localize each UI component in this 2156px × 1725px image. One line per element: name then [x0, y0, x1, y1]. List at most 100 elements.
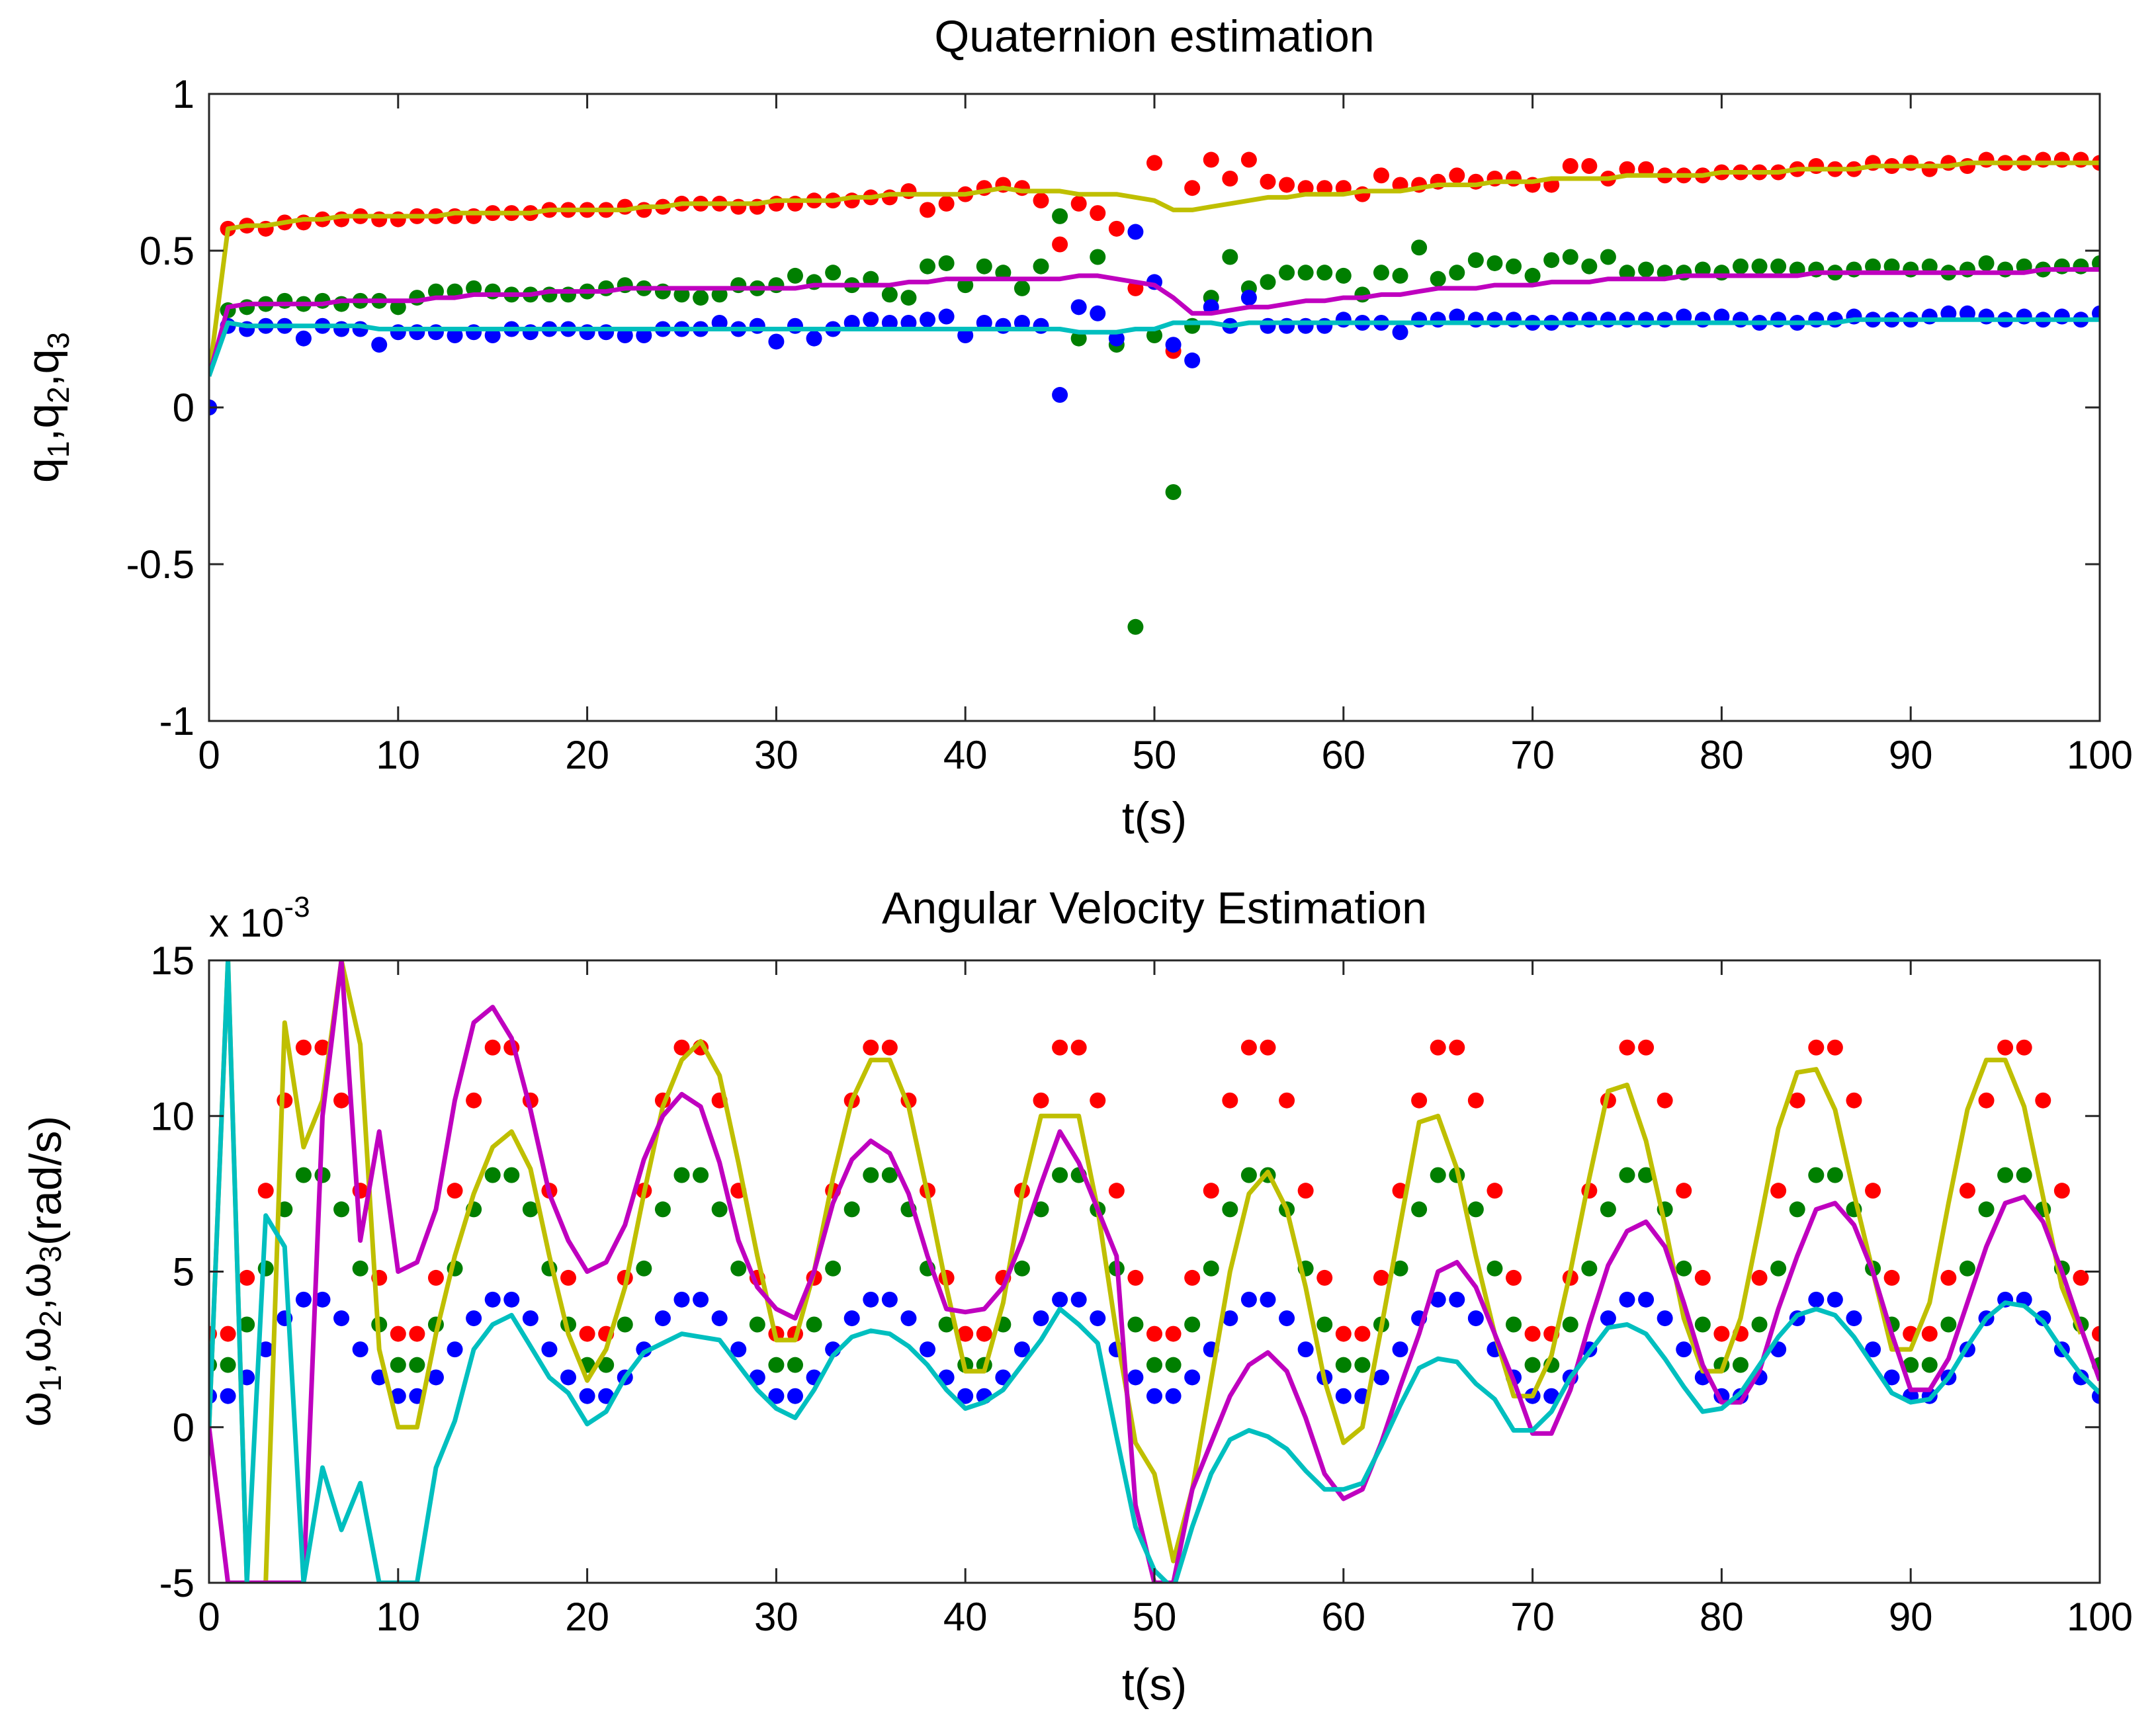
data-point: [1411, 1092, 1428, 1109]
y-tick-label: 5: [173, 1250, 194, 1294]
data-point: [1127, 1369, 1144, 1386]
data-point: [484, 1039, 501, 1056]
data-point: [654, 283, 671, 300]
data-point: [1997, 261, 2014, 278]
data-point: [1524, 1357, 1541, 1373]
data-point: [1316, 1316, 1333, 1333]
data-point: [1127, 618, 1144, 635]
data-point: [787, 195, 803, 212]
data-point: [1430, 271, 1446, 287]
angular-velocity-x-ticks: 0 10 20 30 40 50 60 70 80 90 100: [198, 960, 2133, 1639]
data-point: [466, 324, 482, 341]
data-point: [636, 1341, 652, 1358]
data-point: [560, 1269, 577, 1286]
data-point: [1033, 258, 1049, 274]
data-point: [1865, 1341, 1881, 1358]
data-point: [1070, 195, 1087, 212]
data-point: [1600, 1310, 1616, 1327]
data-point: [1827, 1167, 1843, 1183]
data-point: [1222, 1201, 1238, 1218]
data-point: [673, 1291, 690, 1308]
data-point: [1373, 1369, 1389, 1386]
data-point: [579, 1325, 595, 1342]
data-point: [1052, 1167, 1068, 1183]
y-tick-label: 0: [173, 386, 194, 430]
data-point: [1694, 312, 1711, 328]
data-point: [1260, 274, 1276, 290]
data-point: [1921, 308, 1938, 325]
data-point: [1581, 1260, 1598, 1277]
data-point: [1506, 258, 1522, 274]
data-point: [654, 1310, 671, 1327]
data-point: [2035, 151, 2051, 168]
data-point: [1279, 177, 1295, 193]
angular-velocity-x-label: t(s): [1122, 1660, 1187, 1710]
data-point: [1713, 1325, 1730, 1342]
x-tick-label: 40: [943, 1595, 988, 1639]
x-tick-label: 30: [754, 733, 798, 777]
data-point: [1770, 258, 1787, 274]
data-point: [409, 1325, 425, 1342]
data-point: [1619, 1291, 1635, 1308]
data-point: [806, 1316, 822, 1333]
data-point: [1903, 261, 1919, 278]
data-point: [1713, 265, 1730, 281]
data-point: [239, 1269, 255, 1286]
x-tick-label: 50: [1133, 733, 1177, 777]
data-point: [976, 1325, 992, 1342]
data-point: [863, 1039, 879, 1056]
data-point: [1506, 1316, 1522, 1333]
data-point: [1676, 1183, 1692, 1199]
data-point: [1959, 1183, 1975, 1199]
data-point: [333, 1201, 350, 1218]
data-point: [1184, 352, 1201, 368]
data-point: [427, 1369, 444, 1386]
data-point: [1033, 1310, 1049, 1327]
data-point: [1013, 1341, 1030, 1358]
y-tick-label: 15: [150, 939, 194, 983]
data-point: [1127, 1316, 1144, 1333]
data-point: [1373, 265, 1389, 281]
data-point: [1487, 255, 1503, 271]
data-point: [1052, 1291, 1068, 1308]
y-label-sub-3: 3: [41, 332, 75, 349]
data-point: [579, 324, 595, 341]
data-point: [693, 290, 709, 306]
data-point: [1789, 1092, 1805, 1109]
data-point: [1260, 1291, 1276, 1308]
data-point: [1033, 192, 1049, 209]
data-point: [1638, 261, 1655, 278]
data-point: [2053, 1183, 2070, 1199]
data-point: [427, 324, 444, 341]
data-point: [390, 324, 406, 341]
data-point: [1297, 265, 1314, 281]
data-point: [768, 333, 785, 350]
data-point: [1165, 1388, 1182, 1404]
data-point: [1335, 312, 1352, 328]
angular-velocity-plot: Angular Velocity Estimation x 10-3 0 10 20…: [10, 883, 2133, 1710]
data-point: [1581, 312, 1598, 328]
data-point: [1316, 317, 1333, 334]
data-point: [409, 1357, 425, 1373]
data-point: [1070, 330, 1087, 347]
quaternion-y-label: q1,q2,q3: [18, 332, 75, 483]
data-point: [1297, 317, 1314, 334]
data-point: [1903, 1357, 1919, 1373]
data-point: [1279, 1310, 1295, 1327]
quaternion-title: Quaternion estimation: [934, 11, 1374, 62]
quaternion-plot: Quaternion estimation 0 10 20 30 40 50 60 70 80 9…: [18, 11, 2133, 843]
data-point: [1449, 265, 1465, 281]
data-point: [938, 255, 955, 271]
quaternion-marks: [209, 151, 2100, 635]
data-point: [2092, 305, 2100, 321]
quaternion-x-label: t(s): [1122, 793, 1187, 843]
data-point: [995, 317, 1012, 334]
data-point: [1638, 1167, 1655, 1183]
data-point: [1127, 1269, 1144, 1286]
data-point: [1033, 1092, 1049, 1109]
data-point: [1430, 1167, 1446, 1183]
data-point: [768, 1388, 785, 1404]
x-tick-label: 10: [376, 1595, 420, 1639]
data-point: [1600, 1201, 1616, 1218]
data-point: [1240, 290, 1257, 306]
